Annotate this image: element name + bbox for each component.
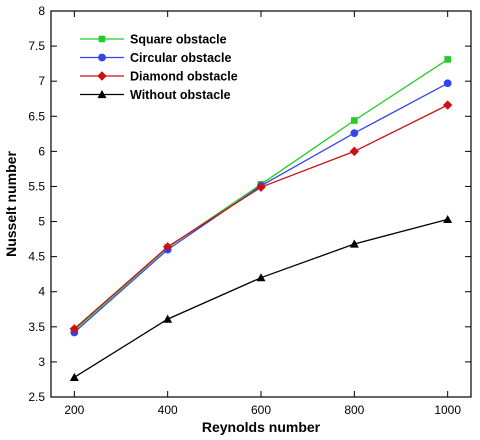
series-markers	[69, 56, 453, 381]
series-line	[73, 218, 448, 378]
legend-label: Diamond obstacle	[130, 70, 238, 84]
y-tick-label: 3.5	[28, 320, 45, 334]
legend-label: Square obstacle	[130, 33, 227, 47]
y-tick-label: 5.5	[28, 179, 45, 193]
data-point-square	[444, 56, 451, 63]
y-axis-title: Nusselt number	[3, 151, 19, 257]
y-tick-label: 3	[38, 355, 45, 369]
data-point-triangle	[97, 90, 107, 99]
data-point-triangle	[256, 273, 266, 282]
y-tick-label: 7	[38, 74, 45, 88]
series-line	[73, 104, 448, 330]
legend: Square obstacle Circular obstacle Diamond …	[80, 33, 238, 102]
data-point-diamond	[97, 71, 107, 81]
y-tick-label: 4	[38, 285, 45, 299]
legend-label: Without obstacle	[130, 88, 231, 102]
data-point-circle	[350, 129, 359, 138]
x-tick-label: 400	[158, 403, 178, 417]
data-point-triangle	[349, 239, 359, 248]
data-point-square	[351, 117, 358, 124]
legend-label: Circular obstacle	[130, 51, 231, 65]
x-tick-label: 600	[251, 403, 271, 417]
data-point-diamond	[69, 324, 80, 334]
data-point-triangle	[69, 372, 79, 381]
y-tick-label: 6.5	[28, 109, 45, 123]
y-tick-label: 6	[38, 144, 45, 158]
data-point-circle	[443, 79, 452, 88]
data-point-circle	[98, 53, 106, 62]
x-tick-label: 800	[344, 403, 364, 417]
data-point-diamond	[442, 100, 453, 110]
axis-ticks: 200 400 600 800 1000 2.5 3 3.5 4 4.5 5 5.5 6 6.5 7 7.5 8	[28, 4, 471, 417]
series-line	[73, 82, 449, 333]
data-point-diamond	[256, 182, 266, 192]
x-tick-label: 1000	[434, 403, 461, 417]
data-point-diamond	[349, 146, 360, 157]
y-tick-label: 8	[38, 4, 45, 18]
y-tick-label: 4.5	[28, 250, 45, 264]
y-tick-label: 5	[38, 215, 45, 229]
series-lines	[73, 58, 449, 378]
plot-frame	[50, 10, 472, 398]
y-tick-label: 7.5	[28, 39, 45, 53]
x-axis-title: Reynolds number	[202, 419, 321, 435]
x-tick-label: 200	[64, 403, 84, 417]
y-tick-label: 2.5	[28, 390, 45, 404]
data-point-diamond	[162, 242, 173, 252]
data-point-triangle	[163, 314, 173, 323]
data-point-square	[98, 35, 106, 43]
data-point-triangle	[443, 214, 453, 224]
